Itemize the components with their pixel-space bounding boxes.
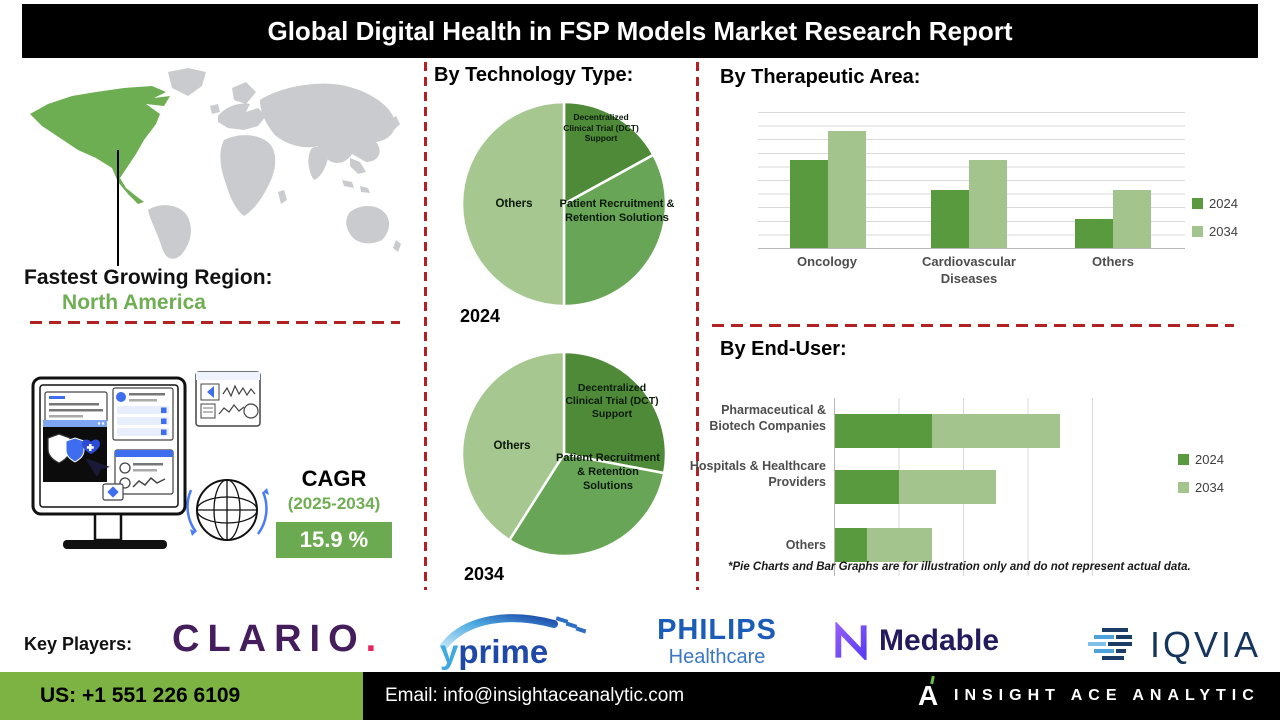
fastest-growing-label: Fastest Growing Region:	[24, 266, 273, 289]
ta-category-oncology: Oncology	[797, 254, 857, 269]
eu-bar-segment-2034	[899, 470, 997, 504]
yprime-swoosh-icon	[440, 614, 587, 650]
eu-legend-2034: 2034	[1178, 480, 1224, 495]
iqvia-logo-text: IQVIA	[1150, 624, 1262, 665]
insight-ace-brand-text: INSIGHT ACE ANALYTIC	[954, 687, 1260, 704]
ta-category-others: Others	[1092, 254, 1134, 269]
insight-ace-brand: A INSIGHT ACE ANALYTIC	[918, 672, 1260, 720]
map-pointer-line	[117, 150, 119, 266]
footer-bar: Email: info@insightaceanalytic.com A INS…	[363, 672, 1280, 720]
pie-slice	[460, 100, 566, 308]
legend-swatch-2034-icon	[1178, 482, 1189, 493]
legend-swatch-2024-icon	[1178, 454, 1189, 465]
clario-logo: CLARIO.	[172, 618, 376, 661]
ta-legend-2024: 2024	[1192, 196, 1238, 211]
philips-logo-text: PHILIPS	[657, 614, 777, 646]
eu-category-pharma: Pharmaceutical & Biotech Companies	[709, 403, 826, 434]
pie-slice	[562, 153, 668, 308]
philips-logo-subtext: Healthcare	[668, 646, 766, 668]
footer-phone-box: US: +1 551 226 6109	[0, 672, 363, 720]
ta-legend-2024-label: 2024	[1209, 196, 1238, 211]
footer-phone: US: +1 551 226 6109	[40, 684, 241, 707]
eu-legend-2034-label: 2034	[1195, 480, 1224, 495]
disclaimer-note: *Pie Charts and Bar Graphs are for illus…	[728, 561, 1191, 573]
pie-2024-slice-label-dct: Decentralized Clinical Trial (DCT) Suppo…	[563, 112, 639, 144]
map-north-america-highlight	[30, 86, 170, 204]
legend-swatch-2024-icon	[1192, 198, 1203, 209]
eu-bar-segment-2024	[835, 528, 868, 562]
cagr-period: (2025-2034)	[287, 494, 381, 513]
eu-legend-2024: 2024	[1178, 452, 1224, 467]
eu-bar-segment-2034	[867, 528, 932, 562]
iqvia-bars-icon	[1088, 628, 1132, 660]
ta-bar-2024	[1075, 218, 1113, 248]
end-user-section-title: By End-User:	[720, 338, 847, 360]
end-user-bar-chart	[834, 398, 1112, 576]
pie-2034-slice-label-dct: Decentralized Clinical Trial (DCT) Suppo…	[565, 382, 659, 421]
right-dashed-divider	[712, 324, 1234, 327]
ta-bar-2024	[790, 160, 828, 248]
medable-icon	[835, 622, 867, 660]
dashed-divider-left	[424, 62, 427, 590]
ta-legend-2034: 2034	[1192, 224, 1238, 239]
eu-category-others: Others	[785, 538, 826, 552]
eu-legend-2024-label: 2024	[1195, 452, 1224, 467]
footer-email: Email: info@insightaceanalytic.com	[385, 685, 685, 706]
ta-bar-2024	[931, 189, 969, 248]
ta-bar-2034	[969, 160, 1007, 248]
therapeutic-bar-chart	[758, 112, 1185, 249]
eu-bar-segment-2024	[835, 414, 932, 448]
pie-slice	[562, 350, 668, 475]
world-map	[30, 68, 401, 259]
medable-logo-text: Medable	[879, 624, 1000, 657]
legend-swatch-2034-icon	[1192, 226, 1203, 237]
yprime-logo-text: prime	[458, 633, 549, 670]
ta-legend-2034-label: 2034	[1209, 224, 1238, 239]
ta-category-cardiovascular: Cardiovascular Diseases	[922, 254, 1016, 286]
dashed-divider-right	[696, 62, 699, 590]
map-greenland	[168, 68, 206, 96]
pie-2024-slice-label-others: Others	[495, 198, 533, 210]
pie-2024-slice-label-patient: Patient Recruitment & Retention Solution…	[559, 198, 675, 224]
clario-logo-text: CLARIO	[172, 618, 366, 660]
eu-bar-segment-2024	[835, 470, 900, 504]
pie-2024-year-label: 2024	[460, 306, 501, 326]
cagr-value: 15.9 %	[299, 527, 369, 552]
pie-2034-slice-label-patient: Patient Recruitment & Retention Solution…	[556, 452, 660, 492]
cursor-hand-icon	[85, 458, 110, 477]
technology-section-title: By Technology Type:	[434, 64, 634, 86]
key-players-label: Key Players:	[24, 634, 133, 654]
cagr-label: CAGR	[301, 466, 367, 491]
report-title-bar: Global Digital Health in FSP Models Mark…	[22, 4, 1258, 58]
pie-slice	[562, 100, 655, 206]
cagr-block: CAGR (2025-2034) 15.9 %	[276, 466, 392, 558]
yprime-logo-y: y	[440, 633, 459, 670]
eu-category-hospitals: Hospitals & Healthcare Providers	[689, 459, 826, 490]
cagr-value-badge: 15.9 %	[276, 522, 392, 558]
medable-logo: Medable	[832, 622, 999, 660]
left-dashed-divider	[30, 321, 400, 324]
insight-ace-logo-icon: A	[918, 675, 942, 714]
iqvia-logo: IQVIA	[1088, 624, 1261, 666]
philips-logo: PHILIPS Healthcare	[642, 616, 792, 669]
pie-chart-2024	[460, 100, 668, 308]
ta-bar-2034	[828, 131, 866, 248]
dashboard-illustration-icon	[31, 371, 269, 549]
fastest-growing-region: North America	[62, 291, 206, 314]
pie-slice	[460, 350, 566, 542]
pie-chart-2034	[460, 350, 668, 558]
yprime-logo: yprime	[438, 612, 598, 668]
pie-2034-year-label: 2034	[464, 564, 505, 584]
report-title: Global Digital Health in FSP Models Mark…	[267, 15, 1013, 46]
globe-icon	[186, 479, 269, 541]
ta-bar-2034	[1113, 189, 1151, 248]
clario-logo-dot: .	[365, 618, 377, 660]
pie-2034-slice-label-others: Others	[493, 440, 531, 452]
therapeutic-section-title: By Therapeutic Area:	[720, 66, 921, 88]
shield-blue-icon	[65, 437, 85, 463]
eu-bar-segment-2034	[931, 414, 1061, 448]
